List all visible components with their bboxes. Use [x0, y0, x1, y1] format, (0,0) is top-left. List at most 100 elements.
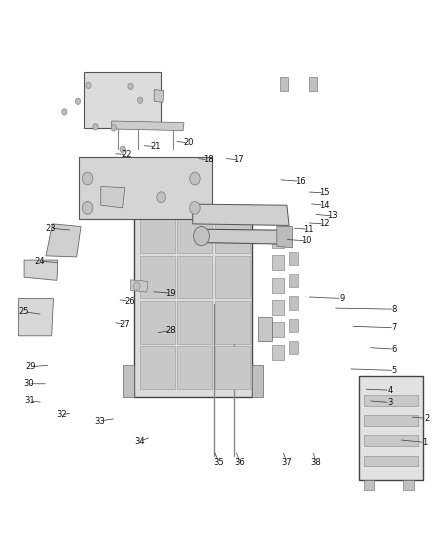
Text: 11: 11	[304, 225, 314, 233]
Text: 7: 7	[392, 324, 397, 332]
Circle shape	[128, 83, 133, 90]
Circle shape	[138, 97, 143, 103]
Polygon shape	[154, 90, 164, 102]
Text: 21: 21	[150, 142, 161, 151]
Polygon shape	[140, 346, 175, 389]
Circle shape	[120, 146, 125, 152]
Polygon shape	[289, 252, 298, 265]
Polygon shape	[18, 298, 53, 336]
Text: 22: 22	[122, 150, 132, 159]
Text: 15: 15	[319, 189, 329, 197]
Text: 10: 10	[301, 237, 312, 245]
Polygon shape	[403, 480, 414, 490]
Polygon shape	[84, 72, 161, 128]
Polygon shape	[199, 229, 287, 244]
Text: 18: 18	[203, 156, 213, 164]
Polygon shape	[364, 395, 418, 406]
Text: 8: 8	[392, 305, 397, 313]
Text: 35: 35	[214, 458, 224, 467]
Text: 13: 13	[328, 212, 338, 220]
Circle shape	[111, 125, 117, 131]
Circle shape	[194, 227, 209, 246]
Polygon shape	[252, 365, 263, 397]
Polygon shape	[272, 233, 284, 248]
Text: 1: 1	[422, 438, 427, 447]
Text: 16: 16	[295, 177, 305, 185]
Text: 3: 3	[387, 398, 392, 407]
Text: 9: 9	[339, 294, 344, 303]
Circle shape	[190, 201, 200, 214]
Polygon shape	[79, 157, 212, 219]
Polygon shape	[289, 341, 298, 354]
Circle shape	[82, 201, 93, 214]
Text: 27: 27	[120, 320, 130, 328]
Polygon shape	[24, 260, 58, 280]
Circle shape	[75, 98, 81, 104]
Text: 6: 6	[392, 345, 397, 353]
Polygon shape	[277, 227, 293, 248]
Polygon shape	[289, 296, 298, 310]
Text: 34: 34	[134, 437, 145, 446]
Polygon shape	[123, 365, 134, 397]
Polygon shape	[134, 205, 252, 397]
Text: 36: 36	[235, 458, 245, 467]
Text: 14: 14	[319, 201, 329, 209]
Text: 26: 26	[124, 297, 134, 305]
Polygon shape	[258, 317, 272, 341]
Text: 33: 33	[95, 417, 105, 425]
Polygon shape	[364, 456, 418, 466]
Text: 24: 24	[34, 257, 45, 265]
Polygon shape	[280, 77, 288, 91]
Polygon shape	[193, 204, 289, 225]
Polygon shape	[215, 211, 250, 253]
Polygon shape	[215, 346, 250, 389]
Polygon shape	[140, 256, 175, 298]
Text: 4: 4	[387, 386, 392, 394]
Circle shape	[157, 192, 166, 203]
Polygon shape	[131, 280, 148, 292]
Circle shape	[190, 172, 200, 185]
Text: 37: 37	[282, 458, 292, 467]
Text: 12: 12	[319, 220, 329, 228]
Polygon shape	[177, 256, 212, 298]
Polygon shape	[101, 187, 125, 208]
Polygon shape	[289, 274, 298, 287]
Polygon shape	[272, 345, 284, 360]
Polygon shape	[272, 255, 284, 270]
Polygon shape	[112, 121, 184, 131]
Text: 29: 29	[25, 362, 36, 371]
Polygon shape	[177, 301, 212, 344]
Polygon shape	[272, 322, 284, 337]
Polygon shape	[272, 300, 284, 315]
Text: 17: 17	[233, 156, 244, 164]
Polygon shape	[364, 480, 374, 490]
Text: 19: 19	[166, 289, 176, 297]
Text: 2: 2	[424, 414, 430, 423]
Text: 32: 32	[56, 410, 67, 419]
Polygon shape	[359, 376, 423, 480]
Polygon shape	[46, 224, 81, 257]
Circle shape	[82, 172, 93, 185]
Polygon shape	[289, 319, 298, 332]
Text: 5: 5	[392, 366, 397, 375]
Polygon shape	[364, 415, 418, 426]
Circle shape	[62, 109, 67, 115]
Text: 38: 38	[310, 458, 321, 467]
Polygon shape	[140, 301, 175, 344]
Text: 31: 31	[25, 397, 35, 405]
Polygon shape	[140, 211, 175, 253]
Circle shape	[133, 282, 140, 290]
Text: 28: 28	[166, 326, 176, 335]
Circle shape	[93, 124, 98, 130]
Polygon shape	[215, 301, 250, 344]
Text: 20: 20	[183, 139, 194, 147]
Polygon shape	[215, 256, 250, 298]
Polygon shape	[272, 278, 284, 293]
Text: 30: 30	[23, 379, 34, 388]
Polygon shape	[177, 211, 212, 253]
Text: 25: 25	[19, 308, 29, 316]
Text: 23: 23	[45, 224, 56, 232]
Polygon shape	[364, 435, 418, 446]
Polygon shape	[309, 77, 317, 91]
Circle shape	[86, 82, 91, 88]
